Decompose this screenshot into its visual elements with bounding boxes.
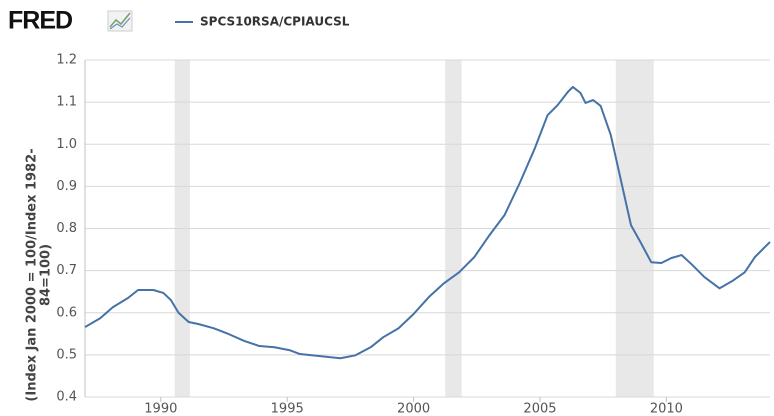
y-axis-label: 84=100) xyxy=(39,244,54,306)
logo-icon xyxy=(107,10,133,32)
y-tick-label: 1.2 xyxy=(56,53,77,68)
x-tick-label: 1990 xyxy=(144,402,177,416)
legend-label: SPCS10RSA/CPIAUCSL xyxy=(200,15,350,29)
y-tick-label: 0.9 xyxy=(56,179,77,194)
y-tick-label: 1.0 xyxy=(56,137,77,152)
data-line xyxy=(84,85,771,360)
y-tick-label: 0.5 xyxy=(56,347,77,362)
x-tick-label: 2005 xyxy=(523,402,556,416)
y-tick-label: 0.8 xyxy=(56,221,77,236)
y-tick-label: 0.7 xyxy=(56,263,77,278)
x-tick-label: 2000 xyxy=(397,402,430,416)
y-axis-label: (Index Jan 2000 = 100/Index 1982- xyxy=(25,148,40,401)
logo: FRED xyxy=(8,7,72,35)
y-tick-label: 1.1 xyxy=(56,95,77,110)
y-tick-label: 0.6 xyxy=(56,305,77,320)
x-tick-label: 1995 xyxy=(271,402,304,416)
x-tick-label: 2010 xyxy=(650,402,683,416)
y-tick-label: 0.4 xyxy=(56,390,77,405)
